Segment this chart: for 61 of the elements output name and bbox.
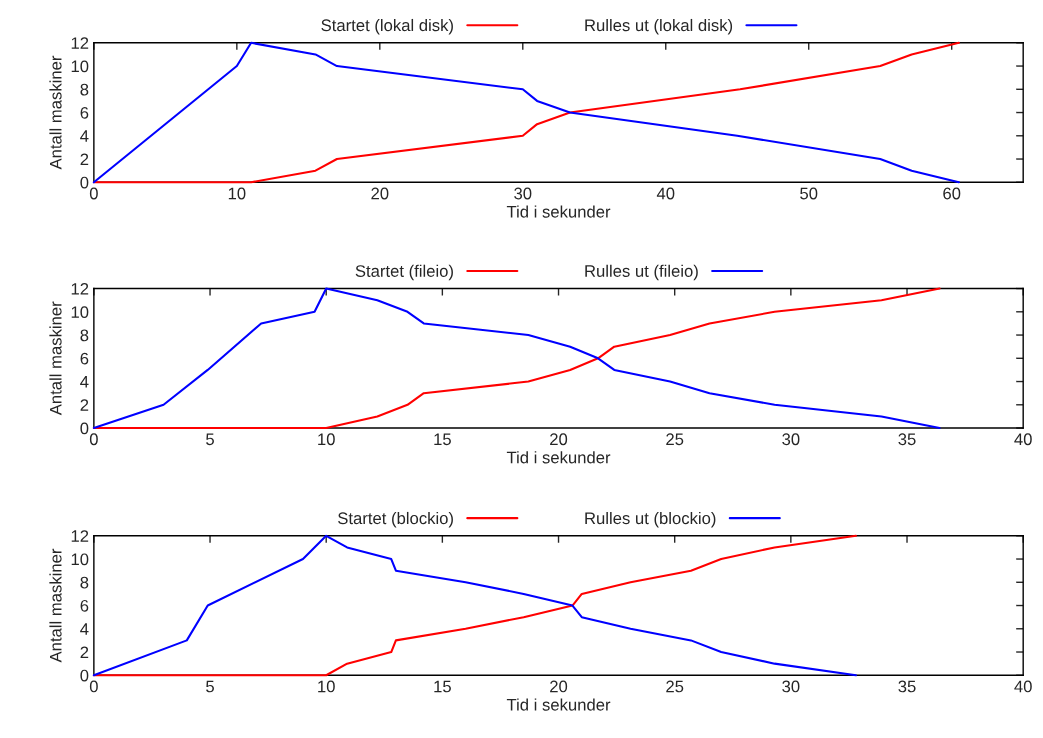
y-tick-label: 2 [80,646,89,659]
line-series [92,534,857,677]
y-tick-label: 6 [80,599,89,612]
x-tick-label: 15 [434,433,451,446]
x-tick-label: 50 [800,187,818,200]
y-tick-label: 2 [80,399,89,411]
y-tick-label: 4 [80,130,89,142]
legend-label: Startet (fileio) [355,264,453,281]
x-tick-label: 60 [943,187,961,200]
x-tick-label: 25 [666,680,684,693]
y-tick-label: 6 [80,106,89,119]
y-tick-label: 10 [71,306,89,319]
x-axis-title: Tid i sekunder [506,698,611,711]
y-tick-label: 0 [80,422,89,435]
legend-label: Rulles ut (blockio) [585,511,716,528]
y-tick-label: 10 [71,553,89,566]
x-axis-title: Tid i sekunder [506,451,611,464]
x-tick-label: 20 [550,680,568,693]
y-tick-label: 2 [80,153,89,166]
y-tick-label: 8 [80,576,89,589]
x-tick-label: 30 [782,433,800,446]
x-tick-label: 10 [318,680,335,693]
x-tick-label: 20 [550,433,568,446]
y-tick-label: 4 [80,376,89,388]
x-tick-label: 10 [318,433,335,446]
line-series [92,41,960,184]
x-tick-label: 0 [89,187,98,200]
x-tick-label: 5 [206,433,214,446]
y-axis-title: Antall maskiner [49,301,62,416]
x-tick-label: 35 [898,433,916,446]
x-tick-label: 35 [898,680,916,693]
x-tick-label: 40 [656,187,675,200]
legend-label: Startet (blockio) [338,511,453,528]
x-tick-label: 0 [89,680,98,693]
legend-label: Rulles ut (lokal disk) [585,18,733,35]
x-tick-label: 20 [371,187,389,200]
y-tick-label: 12 [71,37,89,49]
x-tick-label: 30 [782,680,800,693]
y-tick-label: 0 [80,669,89,682]
y-tick-label: 12 [71,282,89,295]
x-tick-label: 40 [1014,680,1032,693]
legend-label: Startet (lokal disk) [321,18,453,35]
x-tick-label: 25 [666,433,684,446]
x-tick-label: 5 [206,680,214,693]
y-tick-label: 6 [80,352,89,365]
y-axis-title: Antall maskiner [49,548,62,663]
legend-label: Rulles ut (fileio) [585,264,698,281]
y-tick-label: 8 [80,83,89,96]
x-tick-label: 10 [228,187,246,200]
y-tick-label: 8 [80,329,89,342]
x-tick-label: 15 [434,680,451,693]
line-series [92,287,941,430]
x-tick-label: 30 [514,187,532,200]
y-tick-label: 12 [71,530,89,542]
y-tick-label: 10 [71,60,89,73]
y-tick-label: 0 [80,176,89,189]
y-tick-label: 4 [80,623,89,635]
y-axis-title: Antall maskiner [49,55,62,170]
x-tick-label: 0 [89,433,98,446]
x-axis-title: Tid i sekunder [506,205,611,218]
x-tick-label: 40 [1014,433,1032,446]
